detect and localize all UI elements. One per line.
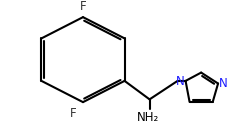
Text: F: F (80, 0, 86, 13)
Text: F: F (70, 107, 76, 120)
Text: N: N (219, 77, 228, 90)
Text: NH₂: NH₂ (136, 111, 159, 124)
Text: N: N (176, 75, 185, 88)
